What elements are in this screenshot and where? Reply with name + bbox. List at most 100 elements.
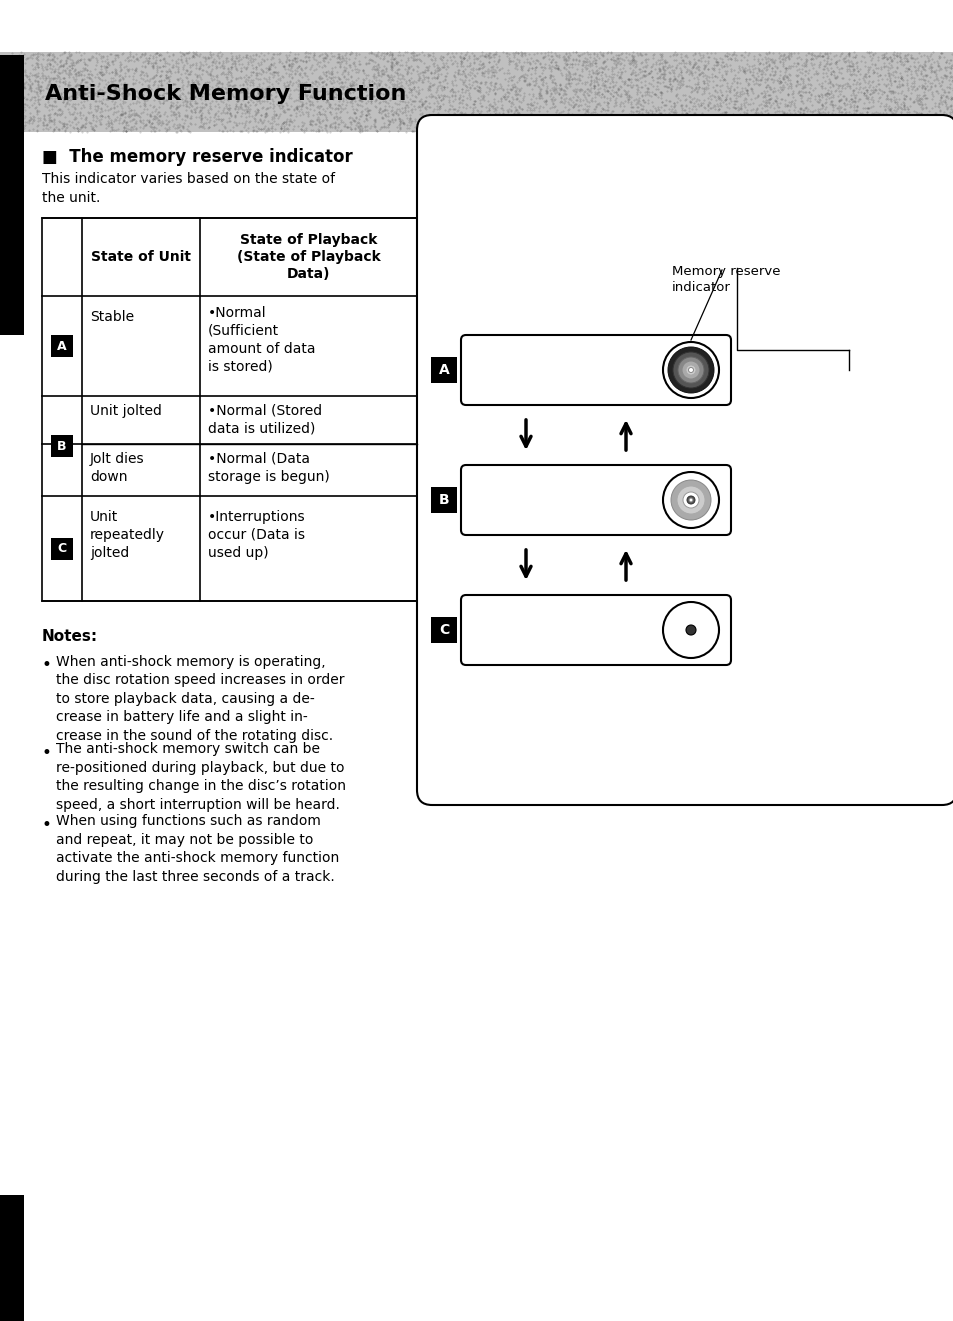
Point [450,62,465,83]
Point [750,52,765,73]
Point [465,92,480,114]
Point [557,81,572,102]
Point [453,55,468,77]
Point [705,108,720,129]
Point [640,63,656,85]
Point [55,71,71,92]
Point [803,42,819,63]
Point [333,75,348,96]
Point [778,46,793,67]
Point [315,48,331,69]
Point [791,85,806,106]
Point [376,99,392,120]
Point [48,58,63,79]
Point [279,49,294,70]
Point [611,78,626,99]
Point [149,53,164,74]
Point [384,42,399,63]
Point [635,90,650,111]
Point [380,66,395,87]
Point [815,58,830,79]
Point [312,102,327,123]
Point [504,104,519,125]
Point [370,46,385,67]
Point [260,42,275,63]
Point [933,74,948,95]
Point [372,65,387,86]
Point [424,50,439,71]
Point [639,44,654,65]
Point [715,70,730,91]
Point [732,82,747,103]
Point [503,120,518,141]
Point [273,42,288,63]
Point [0,59,10,81]
Point [91,98,106,119]
Point [314,90,330,111]
Point [342,44,357,65]
Point [445,65,460,86]
Point [830,49,845,70]
Point [455,61,470,82]
Point [227,104,242,125]
Point [68,85,83,106]
Point [825,61,841,82]
Point [775,102,790,123]
Point [927,59,943,81]
Point [50,67,65,89]
Point [923,83,939,104]
Point [273,118,288,139]
Point [509,87,524,108]
Point [831,91,846,112]
Point [251,82,266,103]
Point [383,57,398,78]
Point [403,99,418,120]
Point [62,78,77,99]
Point [908,59,923,81]
Point [266,106,281,127]
Point [216,116,232,137]
Point [142,104,157,125]
Point [364,58,379,79]
Point [398,94,414,115]
Point [173,49,189,70]
Point [663,112,679,133]
Point [218,48,233,69]
Point [890,114,905,135]
Point [634,112,649,133]
Point [839,71,854,92]
Point [861,98,876,119]
Point [727,108,742,129]
Point [66,78,81,99]
Point [669,70,684,91]
Point [421,75,436,96]
Point [719,85,734,106]
Point [299,75,314,96]
Point [168,103,183,124]
Point [195,116,211,137]
Point [441,98,456,119]
Point [472,78,487,99]
Point [793,81,808,102]
Point [126,65,141,86]
Point [56,81,71,102]
Point [616,55,631,77]
Point [379,99,395,120]
Point [801,59,816,81]
Point [635,95,650,116]
Point [854,78,869,99]
Point [753,61,768,82]
Point [163,65,178,86]
Point [294,91,310,112]
Point [588,53,603,74]
Point [335,46,350,67]
Point [634,102,649,123]
Point [842,50,858,71]
Point [772,65,787,86]
Point [245,75,260,96]
Point [834,86,849,107]
Point [473,73,488,94]
Point [228,46,243,67]
Point [538,75,554,96]
Point [732,83,747,104]
